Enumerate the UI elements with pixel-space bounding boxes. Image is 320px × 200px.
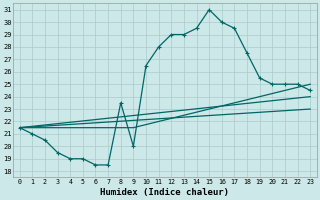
X-axis label: Humidex (Indice chaleur): Humidex (Indice chaleur) [100, 188, 229, 197]
